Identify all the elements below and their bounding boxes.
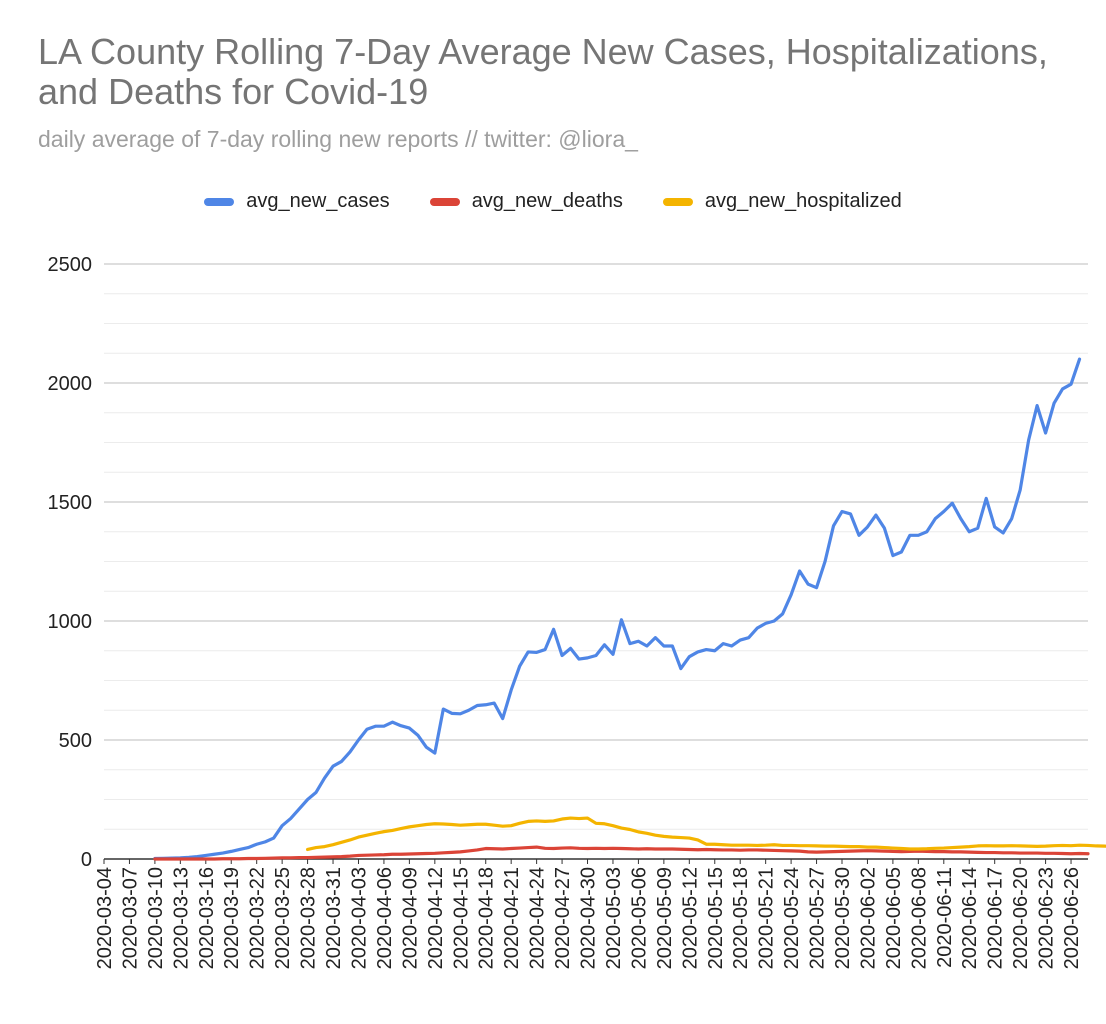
x-tick-label: 2020-03-07 (119, 867, 141, 969)
x-tick-label: 2020-04-21 (501, 867, 523, 969)
x-tick-label: 2020-05-15 (705, 867, 727, 969)
x-tick-label: 2020-06-14 (959, 867, 981, 969)
chart-subtitle: daily average of 7-day rolling new repor… (38, 126, 638, 152)
y-tick-label: 2500 (48, 254, 93, 276)
x-tick-label: 2020-05-21 (756, 867, 778, 969)
x-tick-label: 2020-06-23 (1036, 867, 1058, 969)
legend-item-hospitalized: avg_new_hospitalized (662, 190, 902, 213)
y-tick-label: 1500 (48, 492, 93, 514)
y-tick-label: 500 (59, 730, 92, 752)
x-tick-label: 2020-05-03 (603, 867, 625, 969)
x-tick-label: 2020-05-18 (730, 867, 752, 969)
x-tick-label: 2020-04-18 (476, 867, 498, 969)
chart-title: LA County Rolling 7-Day Average New Case… (38, 31, 1048, 112)
x-tick-label: 2020-04-06 (374, 867, 396, 969)
legend-label-deaths: avg_new_deaths (471, 190, 623, 212)
x-tick-label: 2020-06-02 (857, 867, 879, 969)
x-tick-label: 2020-06-20 (1010, 867, 1032, 969)
legend-item-deaths: avg_new_deaths (429, 190, 623, 213)
x-tick-label: 2020-04-27 (552, 867, 574, 969)
x-tick-label: 2020-06-05 (883, 867, 905, 969)
y-tick-label: 0 (81, 849, 92, 871)
x-tick-label: 2020-03-19 (221, 867, 243, 969)
x-tick-label: 2020-05-09 (654, 867, 676, 969)
x-tick-label: 2020-03-28 (298, 867, 320, 969)
series-line-avg_new_deaths (153, 845, 1090, 861)
x-tick-label: 2020-06-26 (1061, 867, 1083, 969)
x-tick-label: 2020-06-08 (908, 867, 930, 969)
x-tick-label: 2020-04-30 (578, 867, 600, 969)
legend-swatch-cases (204, 197, 235, 206)
x-tick-label: 2020-03-04 (94, 867, 116, 969)
legend-item-cases: avg_new_cases (204, 190, 390, 213)
x-tick-label: 2020-05-24 (781, 867, 803, 969)
x-tick-label: 2020-06-11 (934, 867, 956, 968)
x-tick-label: 2020-06-17 (985, 867, 1007, 969)
x-tick-label: 2020-04-12 (425, 867, 447, 969)
x-tick-label: 2020-03-25 (272, 867, 294, 969)
x-tick-label: 2020-04-24 (527, 867, 549, 969)
x-tick-label: 2020-03-16 (196, 867, 218, 969)
y-tick-label: 1000 (48, 611, 93, 633)
y-tick-label: 2000 (48, 373, 93, 395)
x-tick-label: 2020-04-03 (348, 867, 370, 969)
x-tick-label: 2020-03-22 (247, 867, 269, 969)
series-line-avg_new_cases (153, 357, 1082, 861)
x-tick-label: 2020-05-12 (679, 867, 701, 969)
x-tick-label: 2020-03-10 (145, 867, 167, 969)
x-tick-label: 2020-05-30 (832, 867, 854, 969)
legend-swatch-deaths (429, 197, 460, 206)
chart-legend: avg_new_cases avg_new_deaths avg_new_hos… (0, 190, 1106, 213)
legend-swatch-hospitalized (662, 197, 693, 206)
x-tick-label: 2020-05-27 (807, 867, 829, 969)
x-tick-label: 2020-03-31 (323, 867, 345, 969)
x-tick-label: 2020-05-06 (628, 867, 650, 969)
x-tick-label: 2020-04-15 (450, 867, 472, 969)
x-tick-label: 2020-04-09 (399, 867, 421, 969)
legend-label-hospitalized: avg_new_hospitalized (704, 190, 902, 212)
x-tick-label: 2020-03-13 (170, 867, 192, 969)
legend-label-cases: avg_new_cases (246, 190, 390, 212)
series-line-avg_new_hospitalized (305, 816, 1106, 852)
